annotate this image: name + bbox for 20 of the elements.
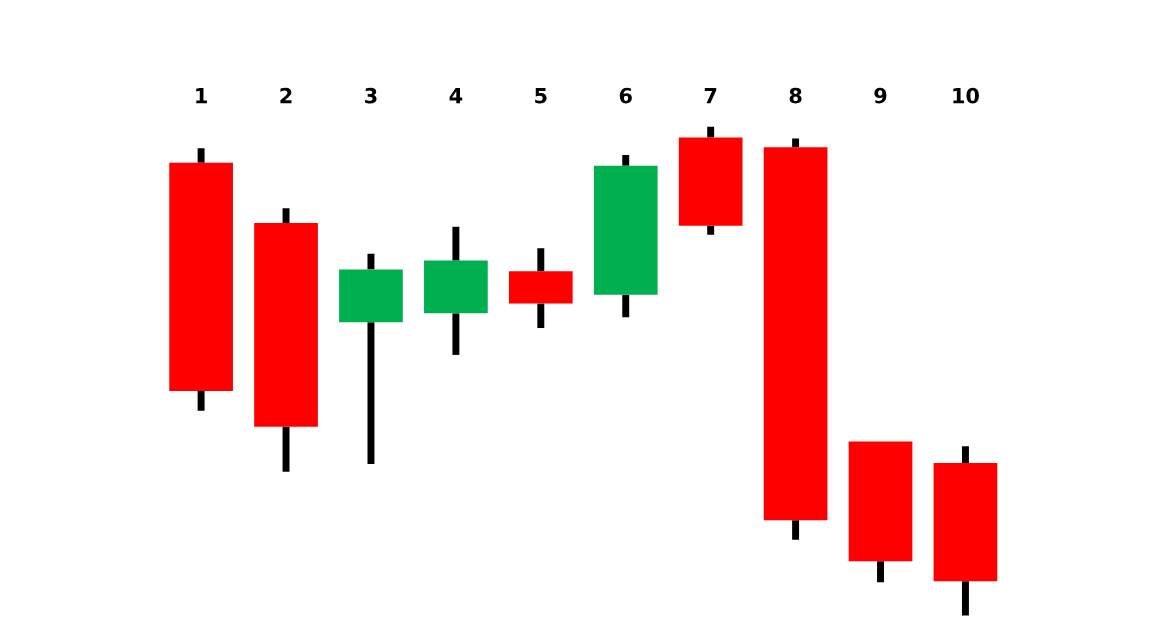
x-tick-label: 6 <box>619 87 632 104</box>
candlestick <box>254 208 318 472</box>
x-tick-label: 2 <box>280 87 292 104</box>
candlestick <box>848 441 913 583</box>
candlestick <box>678 126 743 235</box>
x-tick-label: 5 <box>535 88 547 104</box>
candlestick <box>339 253 403 464</box>
candlestick <box>763 138 828 540</box>
candlestick <box>424 226 488 355</box>
x-tick-label: 4 <box>449 88 463 104</box>
x-tick-label: 8 <box>789 87 802 104</box>
candlestick <box>593 154 658 318</box>
x-tick-label: 3 <box>365 87 377 104</box>
x-tick-label: 9 <box>874 87 887 104</box>
candlestick <box>508 248 573 329</box>
x-tick-label: 7 <box>704 88 717 104</box>
candlestick <box>169 148 233 411</box>
x-tick-label: 10 <box>953 87 979 104</box>
candlestick <box>933 446 998 616</box>
x-tick-label: 1 <box>196 88 207 104</box>
